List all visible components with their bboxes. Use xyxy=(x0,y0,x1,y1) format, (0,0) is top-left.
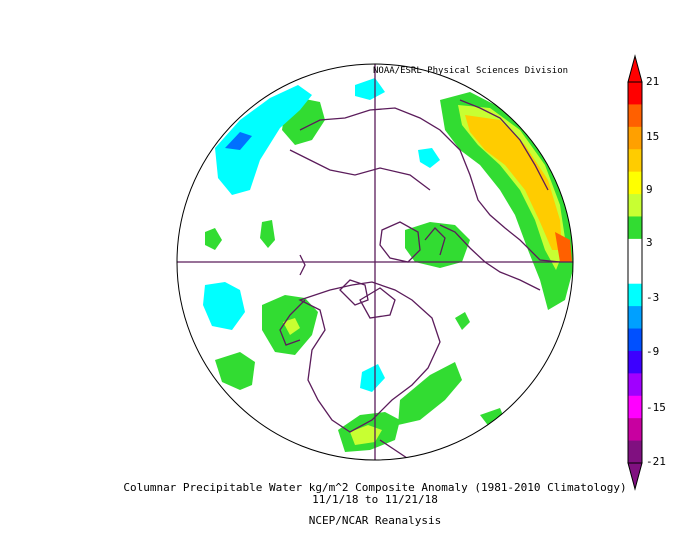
colorbar-tick-label: 21 xyxy=(646,75,660,88)
anomaly-region-siberia-negative xyxy=(215,85,312,195)
coastline-eurasia xyxy=(299,107,561,263)
colorbar-swatch xyxy=(628,82,642,105)
coastline-south-america xyxy=(379,439,411,460)
anomaly-region-europe-positive xyxy=(405,222,470,268)
caption-title: Columnar Precipitable Water kg/m^2 Compo… xyxy=(123,481,627,494)
colorbar-swatch xyxy=(628,306,642,330)
colorbar-swatch xyxy=(628,373,642,397)
hemisphere-outline xyxy=(176,63,574,461)
colorbar-swatch xyxy=(628,261,642,285)
colorbar-swatch xyxy=(628,216,642,240)
coastline-hudson-bay xyxy=(359,287,396,319)
anomaly-region-northpacific-negative xyxy=(203,282,245,330)
colorbar-tick-label: 3 xyxy=(646,236,653,249)
anomaly-region-midatl-positive xyxy=(455,312,470,330)
anomaly-region-southatl-positive xyxy=(480,408,505,428)
colorbar-swatch xyxy=(628,171,642,195)
colorbar-swatch xyxy=(628,350,642,374)
colorbar xyxy=(627,54,643,491)
anomaly-region-arctic-negative xyxy=(355,78,385,100)
colorbar-swatch xyxy=(628,104,642,128)
coastline-japan xyxy=(299,254,306,276)
anomaly-field xyxy=(203,78,573,452)
colorbar-swatch xyxy=(628,194,642,217)
anomaly-region-alaska-negative xyxy=(360,364,385,392)
anomaly-region-atlantic-positive xyxy=(398,362,462,425)
coastlines xyxy=(279,99,561,460)
anomaly-region-siberia-negative-core xyxy=(225,132,252,150)
graticule xyxy=(177,64,573,460)
colorbar-swatch xyxy=(628,418,642,442)
coastline-arctic-islands xyxy=(339,279,369,306)
anomaly-region-asia-high xyxy=(465,115,562,250)
coastline-scandinavia xyxy=(424,227,446,256)
credit-text: NOAA/ESRL Physical Sciences Division xyxy=(373,66,569,76)
colorbar-swatch xyxy=(628,440,642,464)
coastline-north-america xyxy=(298,281,441,433)
colorbar-bottom-arrow xyxy=(627,462,643,491)
colorbar-top-arrow xyxy=(627,54,643,83)
coastline-alaska xyxy=(279,299,306,346)
colorbar-tick-label: -9 xyxy=(646,345,660,358)
anomaly-region-canada-negative xyxy=(418,148,440,168)
caption-dates: 11/1/18 to 11/21/18 xyxy=(312,493,438,506)
anomaly-region-greenland-positive xyxy=(205,228,222,250)
colorbar-swatch xyxy=(628,283,642,307)
coastline-asia-east xyxy=(459,99,549,191)
coastline-asia-north xyxy=(289,149,431,191)
colorbar-tick-label: -15 xyxy=(646,401,666,414)
colorbar-swatch xyxy=(628,395,642,419)
colorbar-swatch xyxy=(628,238,642,262)
colorbar-tick-label: -21 xyxy=(646,455,666,468)
colorbar-swatch xyxy=(628,149,642,173)
anomaly-region-caribbean-mid xyxy=(350,425,382,445)
colorbar-tick-label: -3 xyxy=(646,291,660,304)
colorbar-swatch xyxy=(628,328,642,352)
anomaly-region-pacific-mid xyxy=(283,318,300,335)
coastline-greenland xyxy=(379,221,421,263)
anomaly-region-arctic-positive xyxy=(260,220,275,248)
anomaly-region-hawaii-positive xyxy=(215,352,255,390)
colorbar-tick-label: 9 xyxy=(646,183,653,196)
colorbar-swatch xyxy=(628,126,642,150)
anomaly-region-asia-peak xyxy=(555,232,572,262)
colorbar-tick-label: 15 xyxy=(646,130,660,143)
caption-source: NCEP/NCAR Reanalysis xyxy=(308,514,442,527)
